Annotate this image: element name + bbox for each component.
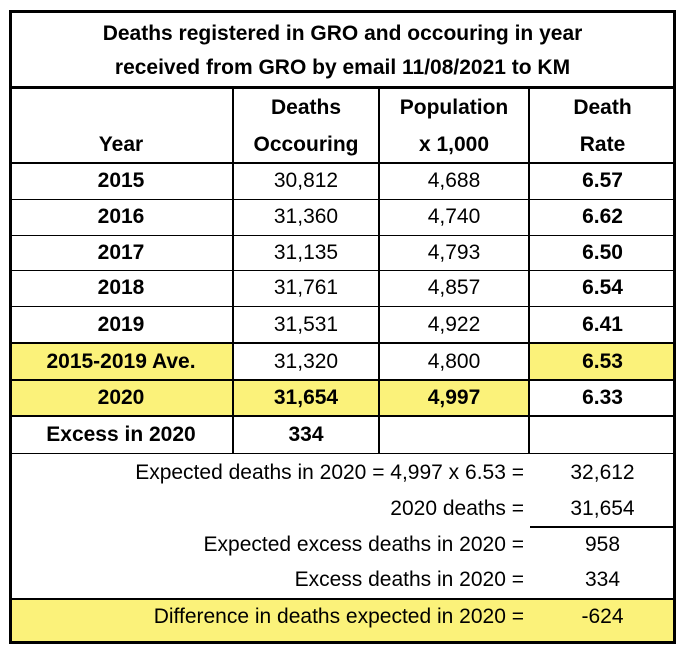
table-cell-population: 4,793 bbox=[427, 240, 481, 264]
row-separator bbox=[9, 453, 676, 454]
table-cell-year: 2015-2019 Ave. bbox=[46, 349, 196, 373]
header-line2-col-2: x 1,000 bbox=[418, 132, 490, 156]
table-cell-year: Excess in 2020 bbox=[46, 422, 196, 446]
table-cell-rate: 6.54 bbox=[582, 276, 623, 299]
summary-label: 2020 deaths = bbox=[390, 497, 524, 520]
summary-bottom-rule bbox=[9, 598, 676, 600]
col-separator bbox=[232, 88, 234, 453]
row-separator bbox=[9, 235, 676, 236]
table-cell-rate: 6.57 bbox=[582, 169, 623, 192]
summary-value: 31,654 bbox=[570, 497, 635, 520]
highlight-row6-col1 bbox=[233, 380, 379, 416]
summary-value: 958 bbox=[584, 532, 621, 556]
summary-label: Expected deaths in 2020 = 4,997 x 6.53 = bbox=[135, 461, 524, 484]
table-cell-rate: 6.50 bbox=[582, 240, 623, 264]
table-title-line-2: received from GRO by email 11/08/2021 to… bbox=[114, 55, 571, 79]
header-line1-col-3: Death bbox=[573, 96, 632, 119]
summary-value: 32,612 bbox=[570, 461, 635, 484]
table-cell-deaths: 31,360 bbox=[273, 205, 339, 228]
header-separator bbox=[9, 162, 676, 164]
title-separator bbox=[9, 86, 676, 89]
highlight-row5-col0 bbox=[9, 343, 233, 380]
difference-highlight bbox=[9, 600, 676, 641]
table-cell-year: 2020 bbox=[97, 386, 145, 409]
summary-label: Excess deaths in 2020 = bbox=[294, 568, 524, 591]
col-separator bbox=[528, 88, 530, 453]
summary-sum-rule bbox=[530, 526, 676, 528]
table-cell-deaths: 334 bbox=[288, 422, 324, 446]
highlight-row6-col0 bbox=[9, 380, 233, 416]
col-separator bbox=[378, 88, 380, 453]
summary-value: 334 bbox=[584, 568, 621, 591]
table-cell-population: 4,740 bbox=[427, 205, 481, 228]
row-separator bbox=[9, 199, 676, 200]
table-cell-year: 2017 bbox=[97, 240, 145, 264]
table-title-line-1: Deaths registered in GRO and occouring i… bbox=[102, 21, 583, 45]
highlight-row5-col3 bbox=[529, 343, 676, 380]
row-separator bbox=[9, 415, 676, 417]
table-cell-year: 2016 bbox=[97, 205, 145, 228]
summary-label: Expected excess deaths in 2020 = bbox=[203, 532, 524, 556]
header-line2-col-1: Occouring bbox=[253, 132, 359, 156]
table-cell-year: 2018 bbox=[97, 276, 145, 299]
summary-label: Difference in deaths expected in 2020 = bbox=[153, 605, 524, 628]
table-cell-year: 2015 bbox=[97, 169, 145, 192]
table-cell-year: 2019 bbox=[97, 312, 145, 336]
table-cell-deaths: 31,135 bbox=[273, 240, 339, 264]
table-cell-deaths: 31,761 bbox=[273, 276, 339, 299]
data-table bbox=[9, 10, 676, 644]
table-cell-deaths: 30,812 bbox=[273, 169, 339, 192]
table-cell-rate: 6.41 bbox=[582, 312, 623, 336]
table-cell-population: 4,800 bbox=[427, 349, 481, 373]
table-cell-rate: 6.53 bbox=[582, 349, 623, 373]
table-cell-population: 4,997 bbox=[427, 386, 481, 409]
row-separator bbox=[9, 270, 676, 271]
row-separator bbox=[9, 306, 676, 307]
table-cell-deaths: 31,654 bbox=[273, 386, 339, 409]
table-cell-rate: 6.33 bbox=[582, 386, 623, 409]
table-cell-deaths: 31,531 bbox=[273, 312, 339, 336]
header-line1-col-2: Population bbox=[399, 96, 509, 119]
highlight-row6-col2 bbox=[379, 380, 529, 416]
table-cell-population: 4,688 bbox=[427, 169, 481, 192]
row-separator bbox=[9, 342, 676, 344]
header-line1-col-1: Deaths bbox=[270, 96, 342, 119]
table-cell-deaths: 31,320 bbox=[273, 349, 339, 373]
table-cell-population: 4,922 bbox=[427, 312, 481, 336]
table-cell-population: 4,857 bbox=[427, 276, 481, 299]
header-line2-col-3: Rate bbox=[579, 132, 626, 156]
header-line2-col-0: Year bbox=[98, 132, 144, 156]
row-separator bbox=[9, 379, 676, 381]
table-cell-rate: 6.62 bbox=[582, 205, 623, 228]
summary-value: -624 bbox=[581, 605, 624, 628]
